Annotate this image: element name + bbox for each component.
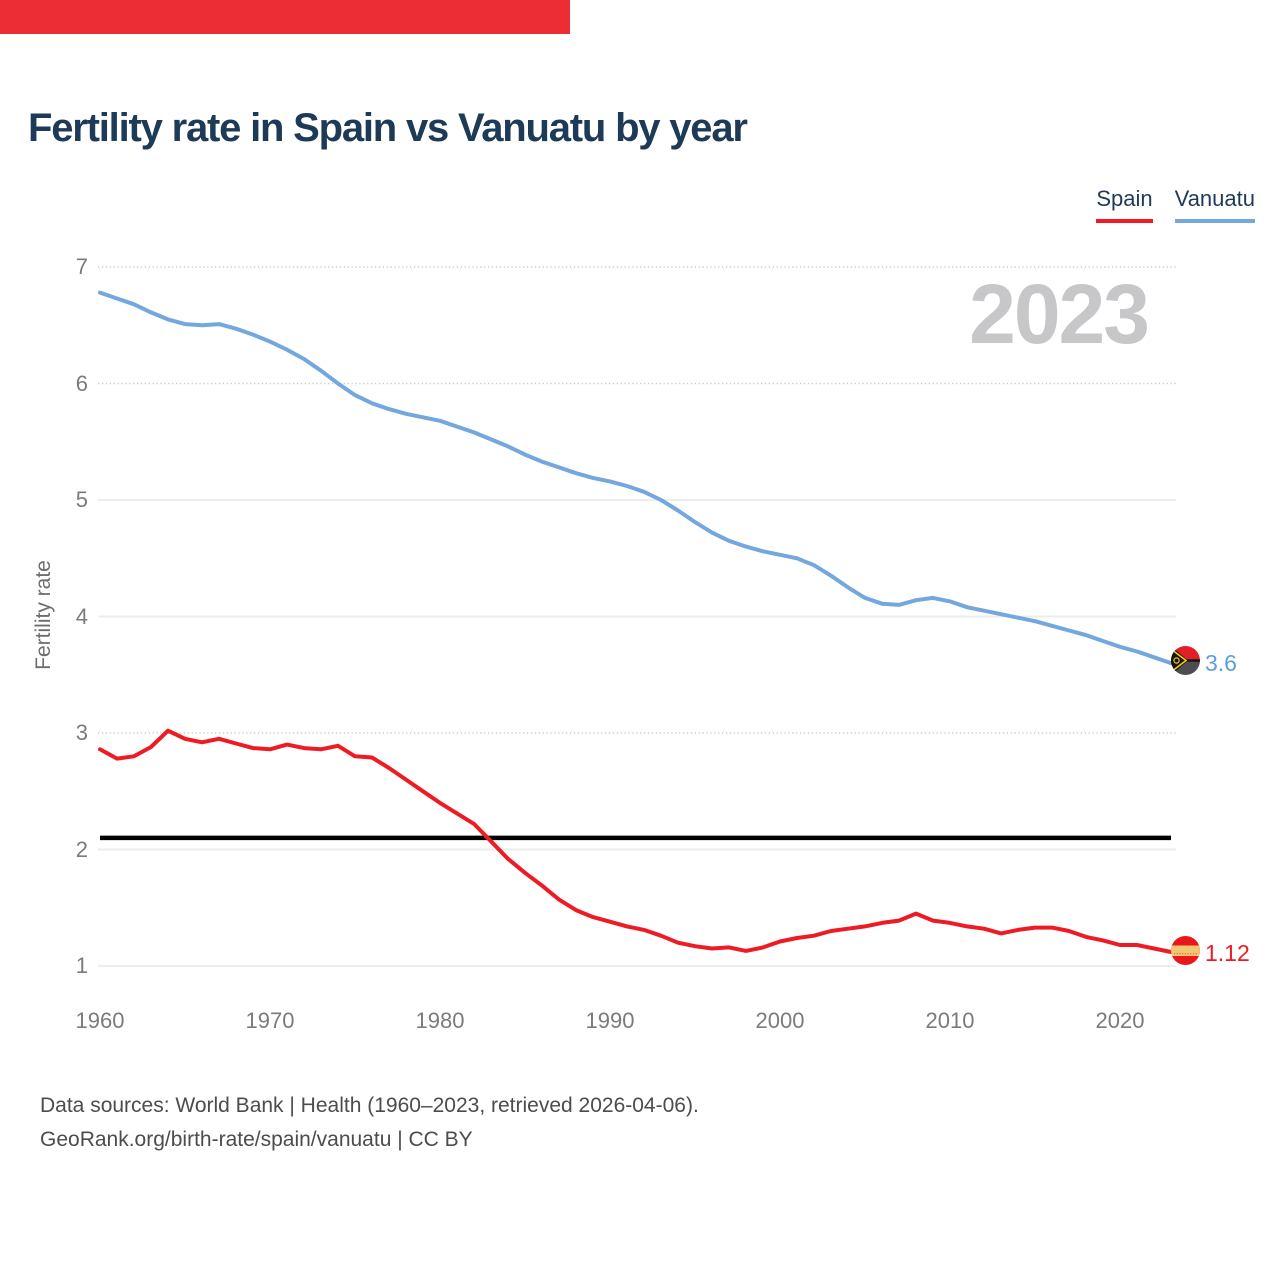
x-tick-label: 1990 [585,1008,635,1033]
data-sources-line: Data sources: World Bank | Health (1960–… [40,1094,699,1117]
source-url-line: GeoRank.org/birth-rate/spain/vanuatu | C… [40,1128,473,1151]
chart-title: Fertility rate in Spain vs Vanuatu by ye… [28,106,748,150]
top-loading-bar [0,0,570,34]
spain-end-value: 1.12 [1205,939,1250,966]
spain-flag-icon [1171,936,1200,970]
legend-item-spain[interactable]: Spain [1096,186,1153,223]
y-tick-label: 6 [75,370,88,396]
y-tick-label: 4 [75,603,88,629]
spain-series-line [98,728,1173,954]
spain-end-label: 1.12 [1171,936,1250,970]
x-tick-label: 2010 [925,1008,975,1033]
x-tick-label: 1970 [245,1008,295,1033]
y-tick-label: 7 [75,254,88,279]
x-tick-label: 1960 [75,1008,125,1033]
y-tick-label: 5 [75,487,88,512]
footer-attribution: Data sources: World Bank | Health (1960–… [40,1089,699,1157]
x-tick-label: 1980 [415,1008,465,1033]
vanuatu-end-label: 3.6 [1171,646,1237,680]
y-tick-label: 3 [75,720,88,745]
vanuatu-series-line [98,290,1173,666]
vanuatu-end-value: 3.6 [1205,649,1237,676]
legend-item-vanuatu[interactable]: Vanuatu [1174,186,1255,223]
x-tick-label: 2020 [1095,1008,1145,1033]
vanuatu-flag-icon [1171,646,1200,680]
y-tick-label: 2 [75,836,88,862]
year-watermark: 2023 [969,267,1150,361]
y-tick-label: 1 [75,953,88,978]
x-tick-label: 2000 [755,1008,805,1033]
legend: Spain Vanuatu [1096,186,1255,223]
